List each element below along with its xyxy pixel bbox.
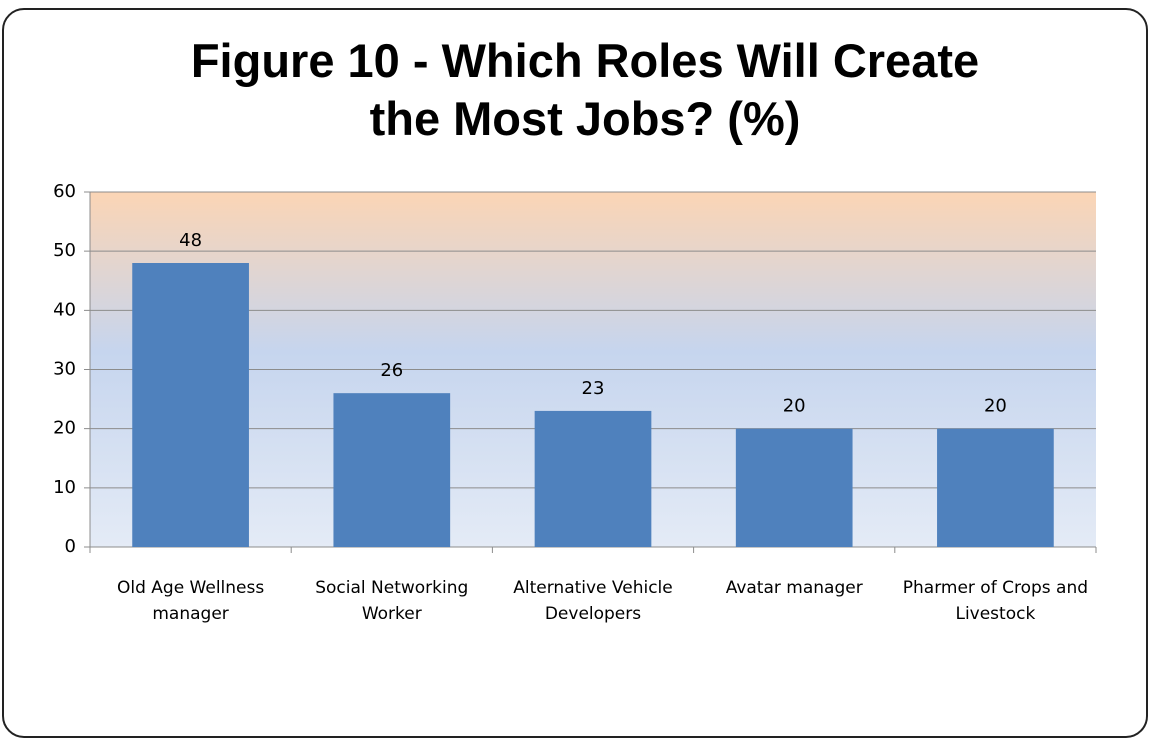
- bar: [534, 410, 652, 547]
- bar: [333, 393, 451, 547]
- data-label: 48: [179, 230, 202, 251]
- x-tick-label: Social Networking Worker: [315, 578, 469, 624]
- bar: [132, 263, 249, 547]
- y-tick-label: 40: [53, 299, 76, 320]
- y-tick-label: 20: [53, 418, 76, 439]
- chart-title: Figure 10 - Which Roles Will Create the …: [190, 34, 980, 145]
- x-tick-label: Pharmer of Crops and Livestock: [902, 578, 1089, 624]
- y-tick-label: 50: [53, 240, 76, 261]
- y-tick-label: 0: [65, 536, 76, 557]
- y-tick-label: 10: [53, 477, 76, 498]
- data-label: 20: [783, 396, 806, 417]
- y-tick-label: 60: [53, 181, 76, 202]
- x-tick-label: Avatar manager: [725, 578, 863, 598]
- y-tick-label: 30: [53, 359, 76, 380]
- x-tick-label: Old Age Wellness manager: [116, 578, 265, 624]
- x-tick-label: Alternative Vehicle Developers: [513, 578, 673, 624]
- bar: [937, 428, 1054, 547]
- bar: [735, 428, 853, 547]
- data-label: 26: [380, 360, 403, 381]
- data-label: 23: [582, 378, 605, 399]
- data-label: 20: [984, 396, 1007, 417]
